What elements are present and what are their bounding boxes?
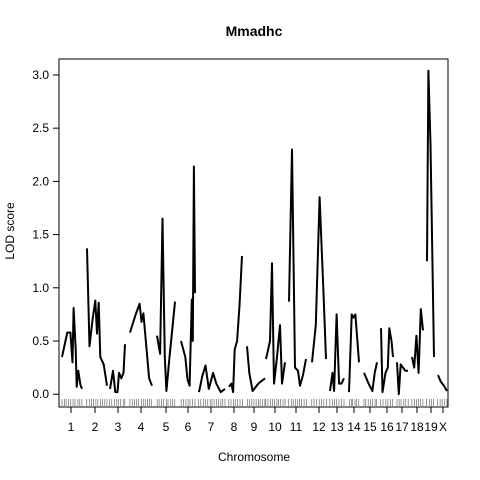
lod-curve-chr-1 [61,307,83,390]
y-tick-label: 2.0 [32,174,49,188]
x-axis-label: Chromosome [218,450,290,464]
x-tick-label-chr-4: 4 [138,420,145,434]
x-tick-label-chr-17: 17 [395,420,409,434]
lod-curve-chr-10 [265,262,286,385]
lod-curve-chr-5 [156,217,176,392]
x-tick-label-chr-12: 12 [312,420,326,434]
lod-curves [61,69,448,396]
x-tick-label-chr-8: 8 [231,420,238,434]
x-tick-label-chr-19: 19 [424,420,438,434]
x-tick-label-chr-2: 2 [92,420,99,434]
x-tick-label-chr-5: 5 [163,420,170,434]
lod-curve-chr-6 [180,165,196,387]
y-tick-label: 1.0 [32,281,49,295]
y-tick-label: 0.0 [32,387,49,401]
lod-curve-chr-9 [246,346,266,392]
lod-curve-chr-17 [396,362,408,396]
lod-curve-chr-2 [86,248,108,386]
y-tick-label: 0.5 [32,334,49,348]
x-tick-label-chr-13: 13 [330,420,344,434]
lod-curve-chr-7 [198,364,226,394]
y-axis: 0.0 0.5 1.0 1.5 2.0 2.5 3.0 [32,68,59,401]
x-tick-label-chr-7: 7 [208,420,215,434]
lod-curve-chr-15 [363,362,378,392]
x-tick-label-chr-14: 14 [347,420,361,434]
y-axis-label: LOD score [3,202,17,260]
x-tick-label-chr-6: 6 [185,420,192,434]
x-tick-label-chr-9: 9 [251,420,258,434]
lod-curve-chr-14 [348,313,360,393]
x-tick-label-chr-3: 3 [115,420,122,434]
x-axis: 1 2 3 4 5 6 7 8 9 10 11 12 13 14 15 16 17 18 19 X [68,407,447,434]
y-tick-label: 2.5 [32,121,49,135]
lod-curve-chr-X [437,374,448,392]
x-tick-label-chr-X: X [439,420,447,434]
x-tick-label-chr-10: 10 [268,420,282,434]
lod-curve-chr-11 [288,148,307,387]
lod-curve-chr-3 [109,344,126,394]
x-tick-label-chr-16: 16 [380,420,394,434]
marker-rug [61,399,448,406]
x-tick-label-chr-11: 11 [290,420,303,434]
y-tick-label: 1.5 [32,228,49,242]
y-tick-label: 3.0 [32,68,49,82]
lod-curve-chr-16 [380,327,394,394]
lod-curve-chr-13 [329,313,345,392]
x-tick-label-chr-1: 1 [68,420,75,434]
lod-curve-chr-12 [311,196,327,363]
lod-curve-chr-8 [228,255,243,394]
lod-curve-chr-4 [129,302,153,387]
chart-title: Mmadhc [226,23,283,39]
lod-curve-chr-18 [411,308,424,374]
x-tick-label-chr-18: 18 [410,420,424,434]
x-tick-label-chr-15: 15 [363,420,377,434]
lod-curve-chr-19 [426,69,435,358]
